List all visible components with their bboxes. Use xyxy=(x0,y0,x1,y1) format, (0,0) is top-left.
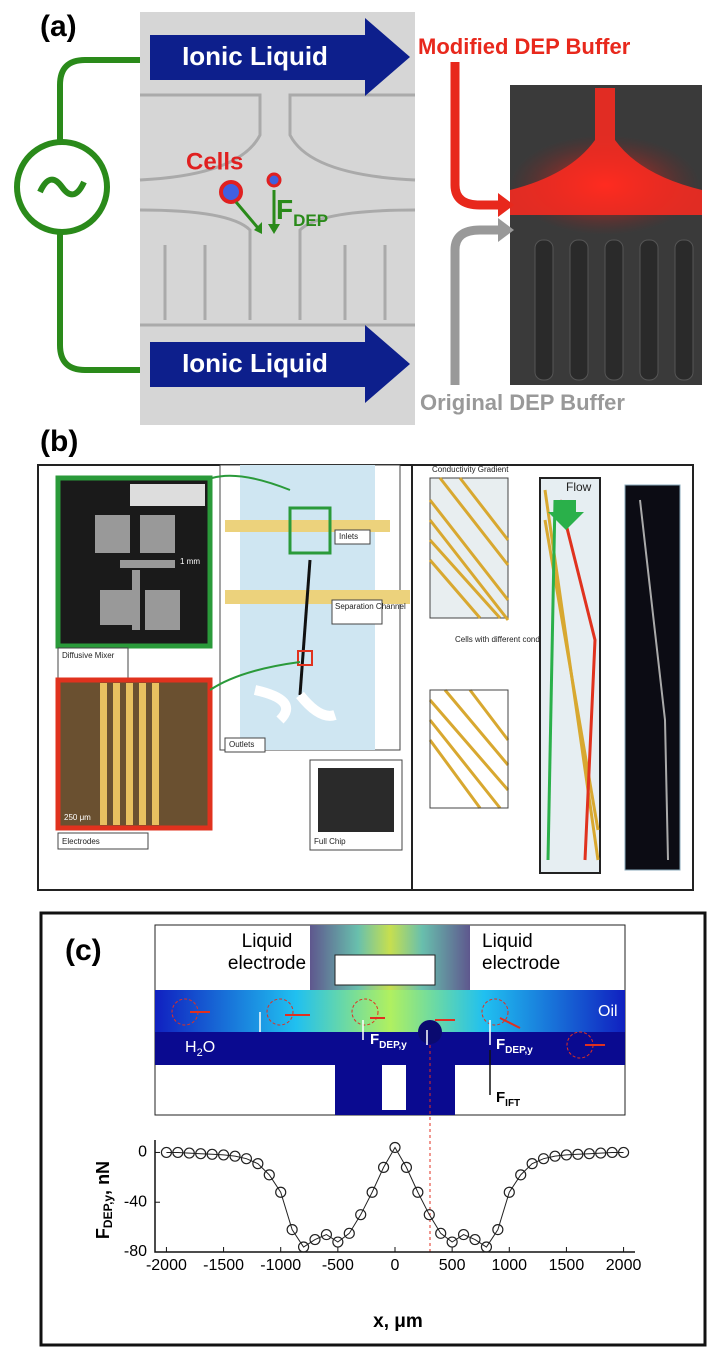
buffer-label: Original DEP Buffer xyxy=(420,390,625,415)
text: F xyxy=(496,1036,505,1053)
y-tick-label: -80 xyxy=(124,1243,147,1260)
scale-label: 250 μm xyxy=(64,813,91,822)
outlets-label: Outlets xyxy=(229,740,254,749)
buffer-label: Modified DEP Buffer xyxy=(418,34,631,59)
text: Separation Channel xyxy=(335,602,406,611)
subscript: IFT xyxy=(505,1098,520,1109)
subscript: DEP,y xyxy=(505,1045,533,1056)
cells-label: Cells xyxy=(186,148,243,175)
y-tick-label: -40 xyxy=(124,1193,147,1210)
y-tick-label: 0 xyxy=(138,1144,147,1161)
fluorescence-image xyxy=(625,485,680,870)
electrode-image xyxy=(58,680,210,828)
oil-layer xyxy=(155,990,625,1032)
x-tick-label: 2000 xyxy=(606,1257,642,1274)
subscript: DEP,y xyxy=(379,1040,407,1051)
full-chip-label: Full Chip xyxy=(314,837,346,846)
x-tick-label: -1000 xyxy=(260,1257,301,1274)
buffer-arrow xyxy=(455,230,500,385)
text: H xyxy=(185,1039,197,1056)
subscript: DEP xyxy=(293,211,328,230)
gap xyxy=(335,955,435,985)
text: F xyxy=(93,1228,113,1239)
x-axis-label: x, μm xyxy=(373,1311,423,1332)
oil-label: Oil xyxy=(598,1003,618,1020)
x-tick-label: 1000 xyxy=(491,1257,527,1274)
x-tick-label: 500 xyxy=(439,1257,466,1274)
droplet xyxy=(418,1020,442,1044)
text: , nN xyxy=(93,1161,113,1195)
highlight xyxy=(130,484,205,506)
buffer-arrow xyxy=(455,62,500,205)
inlets-label: Inlets xyxy=(339,532,358,541)
arrow-label: Ionic Liquid xyxy=(182,348,328,378)
slot xyxy=(382,1065,406,1110)
text: F xyxy=(370,1031,379,1048)
cell xyxy=(221,182,241,202)
mixer-label: Diffusive Mixer xyxy=(62,651,115,660)
panel-label: (c) xyxy=(65,934,102,967)
panel-label: (a) xyxy=(40,10,77,43)
text: F xyxy=(496,1089,505,1106)
panel-a: (a) Ionic Liquid Ionic Liquid Cells FDEP… xyxy=(17,10,702,425)
channel-label: Separation Channel xyxy=(335,602,406,611)
panel-c: (c) Oil H2O FDEP,y FDEP,y FIFT -2000-150… xyxy=(41,913,705,1345)
chip-photo xyxy=(318,768,394,832)
electrodes-label: Electrodes xyxy=(62,837,100,846)
text: Diffusive Mixer xyxy=(62,651,115,660)
x-tick-label: -1500 xyxy=(203,1257,244,1274)
gradient-label: Conductivity Gradient xyxy=(432,465,509,474)
cell xyxy=(268,174,280,186)
x-tick-label: 0 xyxy=(391,1257,400,1274)
arrow-label: Ionic Liquid xyxy=(182,41,328,71)
x-tick-label: -2000 xyxy=(146,1257,187,1274)
subscript: DEP,y xyxy=(101,1195,115,1228)
x-tick-label: -500 xyxy=(322,1257,354,1274)
panel-label: (b) xyxy=(40,425,78,458)
panel-b: (b) 1 mm Diffusive Mixer 250 μm Electrod… xyxy=(38,425,693,890)
text: O xyxy=(203,1039,215,1056)
x-tick-label: 1500 xyxy=(549,1257,585,1274)
text: F xyxy=(276,194,293,225)
flow-label: Flow xyxy=(566,480,592,494)
figure: (a) Ionic Liquid Ionic Liquid Cells FDEP… xyxy=(0,0,711,1347)
scale-label: 1 mm xyxy=(180,557,200,566)
